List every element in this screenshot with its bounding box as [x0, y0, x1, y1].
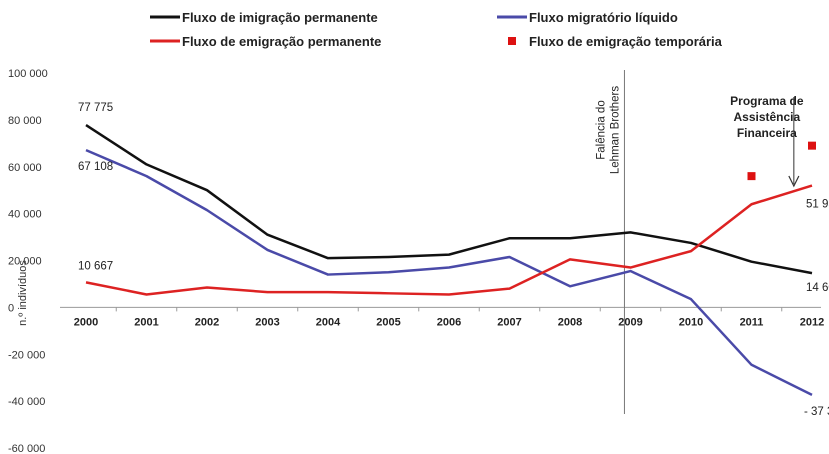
annotations: Falência do Lehman Brothers Programa de Ass…	[595, 70, 804, 414]
y-tick-label: -40 000	[8, 396, 45, 408]
legend-label-emigracao-permanente: Fluxo de emigração permanente	[182, 34, 381, 49]
data-label: 67 108	[78, 161, 113, 173]
y-tick-label: -60 000	[8, 443, 45, 454]
legend-label-imigracao: Fluxo de imigração permanente	[182, 10, 378, 25]
x-tick-label: 2010	[679, 316, 703, 328]
series-group	[85, 124, 816, 397]
y-axis-label: n.º indivíduos	[17, 260, 29, 326]
y-tick-label: 60 000	[8, 162, 42, 174]
x-tick-label: 2004	[316, 316, 341, 328]
lehman-annotation-text: Falência do	[595, 100, 607, 159]
y-tick-label: 100 000	[8, 68, 48, 80]
programa-arrow-head	[788, 175, 800, 188]
y-tick-label: 0	[8, 302, 14, 314]
series-line-2	[85, 184, 813, 296]
x-tick-label: 2002	[195, 316, 219, 328]
data-labels: 77 775 67 108 10 667 51 958 14 606 - 37 352	[78, 102, 829, 418]
legend-label-emigracao-temporaria: Fluxo de emigração temporária	[529, 34, 723, 49]
plot-area	[56, 68, 821, 448]
programa-annotation-text: Financeira	[737, 126, 797, 140]
data-label: - 37 352	[804, 406, 829, 418]
y-tick-label: 20 000	[8, 256, 42, 268]
x-tick-label: 2008	[558, 316, 582, 328]
x-tick-label: 2012	[800, 316, 824, 328]
data-label: 51 958	[806, 199, 829, 211]
data-label: 14 606	[806, 282, 829, 294]
programa-annotation-text: Programa de	[730, 94, 804, 108]
series-line-1	[85, 148, 813, 397]
data-label: 10 667	[78, 260, 113, 272]
emigracao-temporaria-marker	[747, 172, 756, 181]
x-tick-label: 2005	[376, 316, 400, 328]
lehman-annotation-text: Lehman Brothers	[609, 86, 621, 174]
x-tick-label: 2007	[497, 316, 521, 328]
y-tick-label: 40 000	[8, 209, 42, 221]
series-line-0	[85, 124, 813, 275]
emigracao-temporaria-marker	[808, 141, 816, 150]
legend-swatch-emigracao-temporaria	[508, 37, 516, 45]
y-tick-label: -20 000	[8, 349, 45, 361]
y-axis-ticks: 100 000 80 000 60 000 40 000 20 000 0 -20 000 -…	[8, 68, 48, 454]
y-tick-label: 80 000	[8, 115, 42, 127]
data-label: 77 775	[78, 102, 113, 114]
x-tick-label: 2006	[437, 316, 461, 328]
x-tick-label: 2011	[740, 316, 764, 328]
legend-label-liquido: Fluxo migratório líquido	[529, 10, 678, 25]
x-tick-label: 2003	[255, 316, 279, 328]
programa-annotation-text: Assistência	[733, 110, 800, 124]
x-tick-label: 2009	[618, 316, 642, 328]
legend: Fluxo de imigração permanente Fluxo migr…	[150, 10, 723, 49]
x-tick-label: 2000	[74, 316, 98, 328]
x-tick-label: 2001	[134, 316, 158, 328]
